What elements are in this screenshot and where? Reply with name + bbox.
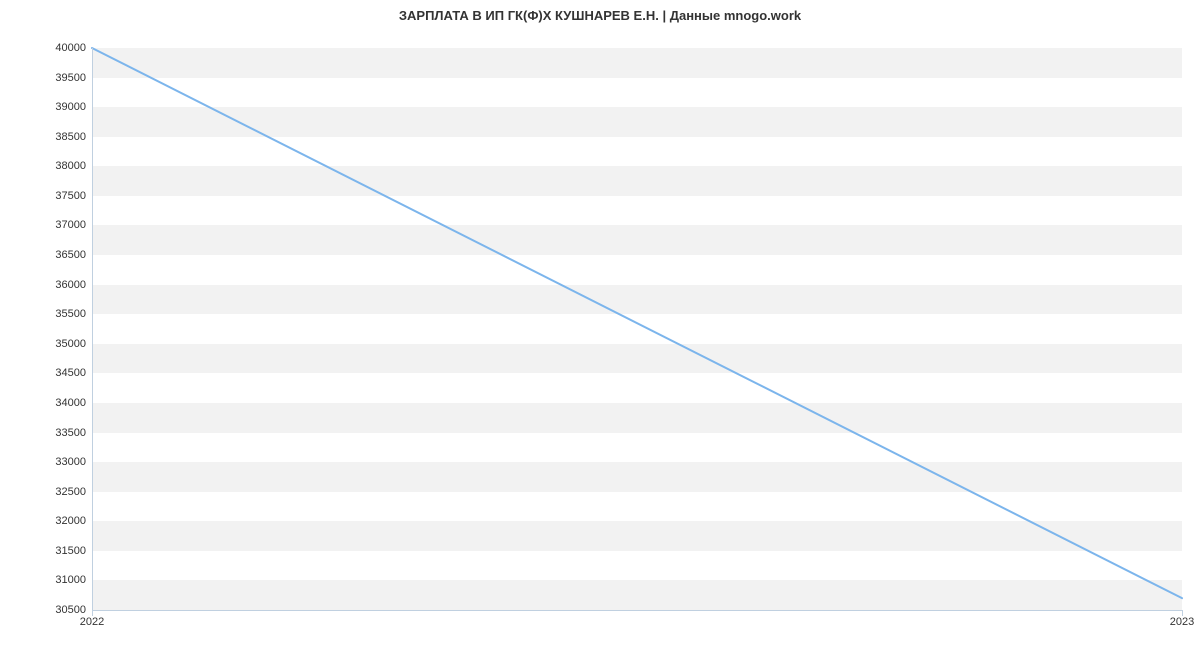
y-tick-label: 35500: [55, 308, 86, 320]
y-tick-label: 39500: [55, 72, 86, 84]
y-tick-label: 32000: [55, 515, 86, 527]
y-tick-label: 37500: [55, 190, 86, 202]
chart-title: ЗАРПЛАТА В ИП ГК(Ф)Х КУШНАРЕВ Е.Н. | Дан…: [0, 8, 1200, 23]
y-tick-label: 40000: [55, 42, 86, 54]
plot-area: 3050031000315003200032500330003350034000…: [92, 48, 1182, 610]
salary-chart: ЗАРПЛАТА В ИП ГК(Ф)Х КУШНАРЕВ Е.Н. | Дан…: [0, 0, 1200, 650]
y-tick-label: 36500: [55, 249, 86, 261]
y-tick-label: 37000: [55, 219, 86, 231]
y-tick-label: 34500: [55, 367, 86, 379]
y-tick-label: 38000: [55, 160, 86, 172]
y-tick-label: 38500: [55, 131, 86, 143]
x-tick-label: 2023: [1170, 616, 1194, 628]
x-axis-line: [92, 610, 1182, 611]
y-tick-label: 39000: [55, 101, 86, 113]
y-tick-label: 36000: [55, 279, 86, 291]
y-tick-label: 30500: [55, 604, 86, 616]
y-tick-label: 35000: [55, 338, 86, 350]
y-tick-label: 33500: [55, 427, 86, 439]
series-line-salary: [92, 48, 1182, 598]
y-tick-label: 33000: [55, 456, 86, 468]
y-axis-line: [92, 48, 93, 610]
x-tick-label: 2022: [80, 616, 104, 628]
y-tick-label: 31500: [55, 545, 86, 557]
y-tick-label: 34000: [55, 397, 86, 409]
y-tick-label: 31000: [55, 574, 86, 586]
chart-line-svg: [92, 48, 1182, 610]
y-tick-label: 32500: [55, 486, 86, 498]
